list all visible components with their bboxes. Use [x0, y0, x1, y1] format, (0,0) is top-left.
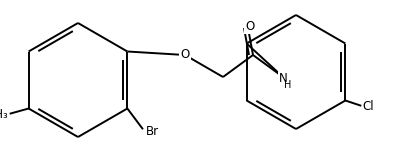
Text: Cl: Cl	[362, 100, 374, 113]
Text: H: H	[284, 80, 292, 90]
Text: O: O	[181, 49, 190, 62]
Text: O: O	[245, 19, 255, 32]
Text: N: N	[278, 71, 288, 84]
Text: Br: Br	[147, 125, 160, 138]
Text: CH₃: CH₃	[0, 108, 8, 121]
